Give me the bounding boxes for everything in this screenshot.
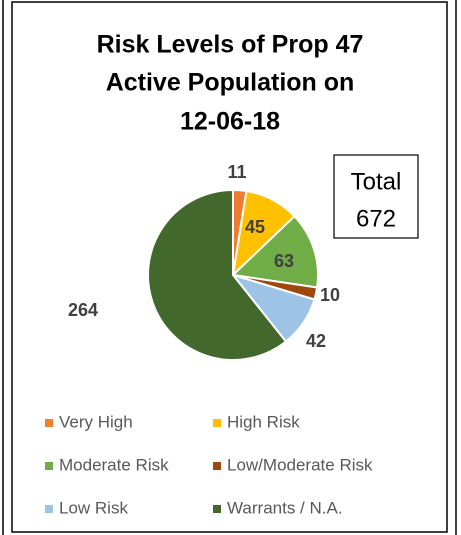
legend-swatch <box>45 505 53 513</box>
legend-swatch <box>213 419 221 427</box>
legend-label: Low/Moderate Risk <box>227 455 373 474</box>
annotation-box <box>333 154 419 239</box>
data-label: 45 <box>245 217 265 237</box>
legend-label: High Risk <box>227 412 300 431</box>
pie-slice <box>147 188 288 361</box>
legend-label: Moderate Risk <box>59 455 169 474</box>
data-label: 11 <box>227 162 246 182</box>
chart-title: 12-06-18 <box>180 108 280 136</box>
legend-label: Low Risk <box>59 498 128 517</box>
chart-title: Risk Levels of Prop 47 <box>97 31 364 59</box>
annotation: Total <box>351 168 402 195</box>
legend-swatch <box>213 462 221 470</box>
data-label: 42 <box>306 331 326 351</box>
legend-swatch <box>45 462 53 470</box>
data-label: 264 <box>68 300 98 320</box>
legend-swatch <box>213 505 221 513</box>
annotation: 672 <box>356 205 396 232</box>
legend-swatch <box>45 419 53 427</box>
pie-slice <box>230 214 319 289</box>
chart-title: Active Population on <box>106 69 355 97</box>
data-label: 63 <box>274 251 294 271</box>
legend-label: Warrants / N.A. <box>227 498 343 517</box>
data-label: 10 <box>320 285 340 305</box>
legend-label: Very High <box>59 412 133 431</box>
